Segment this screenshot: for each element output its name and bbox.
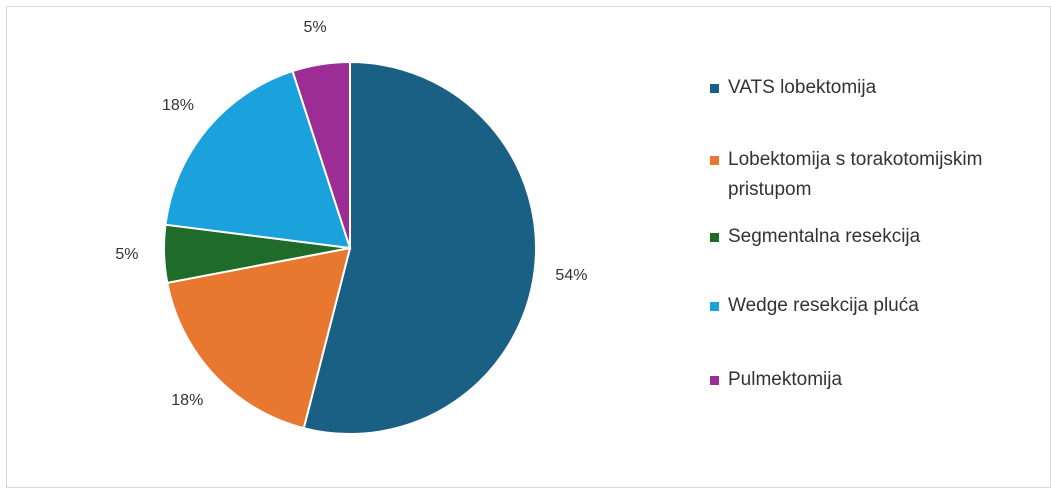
legend-swatch	[710, 233, 719, 242]
legend-swatch	[710, 302, 719, 311]
legend-label: Lobektomija s torakotomijskim pristupom	[728, 149, 983, 200]
legend-label: Wedge resekcija pluća	[728, 295, 919, 316]
legend-swatch	[710, 84, 719, 93]
legend-item: VATS lobektomija	[710, 73, 1040, 103]
pie-slice	[291, 60, 351, 249]
data-label: 5%	[304, 19, 327, 36]
data-label: 5%	[115, 246, 138, 263]
legend-swatch	[710, 376, 719, 385]
pie-slice	[164, 69, 352, 250]
legend-swatch	[710, 156, 719, 165]
legend-item: Pulmektomija	[710, 365, 1040, 395]
legend-label: Segmentalna resekcija	[728, 226, 921, 247]
legend-item: Lobektomija s torakotomijskim pristupom	[710, 145, 1040, 205]
data-label: 18%	[171, 392, 203, 409]
data-label: 54%	[555, 267, 587, 284]
pie-slice	[302, 60, 537, 435]
legend-label: VATS lobektomija	[728, 77, 877, 98]
pie-slice	[166, 246, 352, 430]
data-label: 18%	[162, 97, 194, 114]
legend-item: Segmentalna resekcija	[710, 222, 1040, 252]
legend-item: Wedge resekcija pluća	[710, 291, 1040, 321]
legend-label: Pulmektomija	[728, 369, 843, 390]
